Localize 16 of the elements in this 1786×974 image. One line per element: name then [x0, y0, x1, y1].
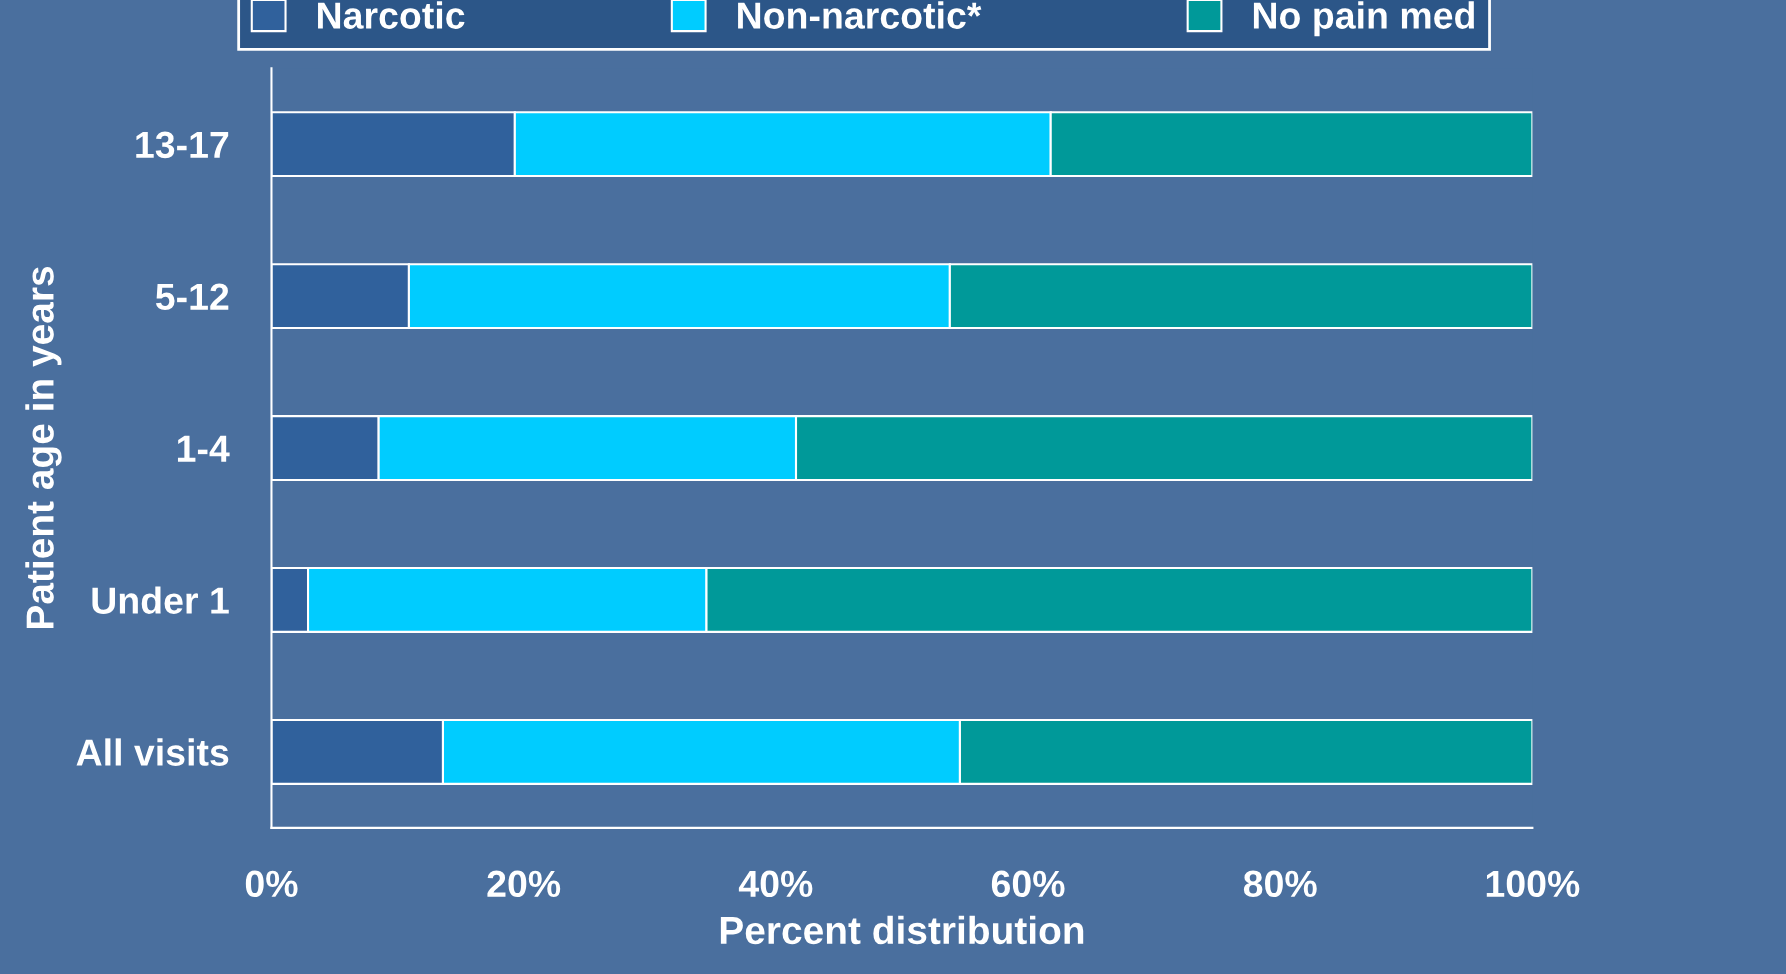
- y-tick-label: 1-4: [177, 435, 230, 462]
- y-tick-label: Under 1: [92, 586, 229, 614]
- x-tick-label: 40%: [738, 870, 813, 898]
- x-tick-label: 100%: [1486, 870, 1580, 898]
- y-tick-label: 13-17: [136, 131, 229, 159]
- legend-label: No pain med: [1253, 1, 1474, 37]
- x-tick-label: 60%: [991, 870, 1065, 898]
- y-tick-label: All visits: [76, 738, 229, 766]
- y-axis-title: Patient age in years: [25, 266, 62, 629]
- y-tick-label: 5-12: [155, 283, 229, 311]
- legend-label: Narcotic: [318, 1, 465, 29]
- x-axis-title: Percent distribution: [720, 915, 1084, 945]
- legend-label: Non-narcotic*: [738, 1, 982, 29]
- x-tick-label: 0%: [245, 870, 298, 898]
- x-tick-label: 80%: [1243, 870, 1317, 898]
- x-tick-label: 20%: [487, 870, 561, 898]
